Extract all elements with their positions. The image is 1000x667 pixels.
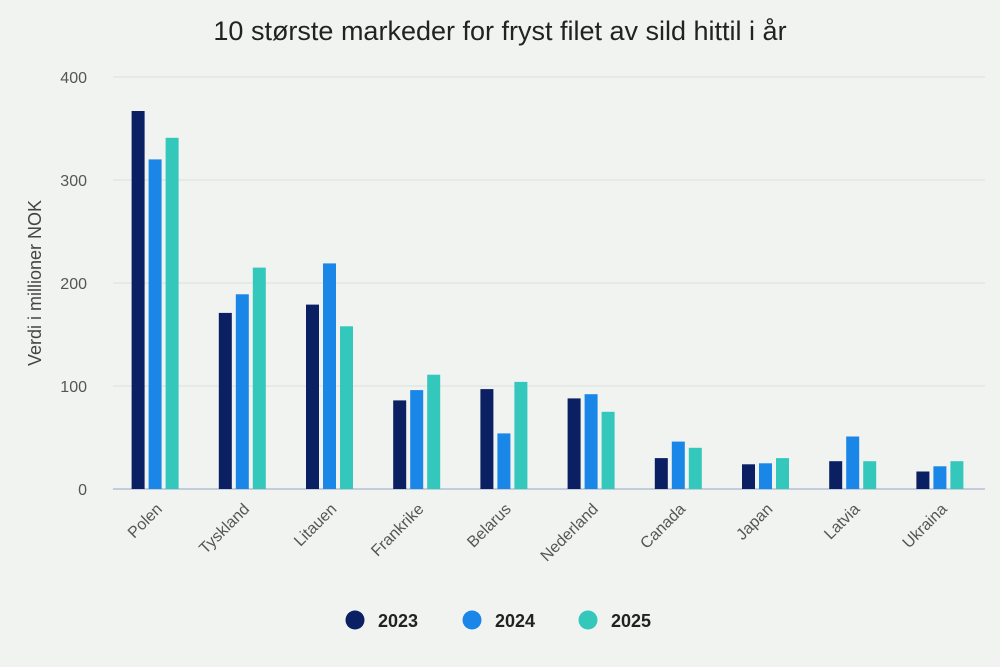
x-tick-label: Frankrike	[368, 501, 427, 560]
x-axis-ticks: Polen Tyskland Litauen Frankrike Belarus Nede…	[125, 501, 951, 565]
bar-polen-2025[interactable]	[165, 137, 179, 490]
bar-belarus-2025[interactable]	[514, 381, 528, 489]
bar-nederland-2025[interactable]	[601, 411, 615, 490]
bar-polen-2023[interactable]	[131, 111, 145, 489]
x-tick-label: Tyskland	[196, 501, 253, 558]
legend-item-2024[interactable]: 2024	[462, 610, 536, 632]
bar-frankrike-2024[interactable]	[410, 390, 424, 489]
bar-latvia-2023[interactable]	[829, 461, 843, 489]
bar-tyskland-2025[interactable]	[252, 267, 266, 489]
bar-polen-2024[interactable]	[148, 159, 162, 489]
bar-frankrike-2023[interactable]	[393, 400, 407, 489]
y-tick-label: 0	[78, 482, 87, 499]
x-tick-label: Japan	[733, 501, 776, 544]
bar-ukraina-2024[interactable]	[933, 466, 947, 489]
bar-japan-2025[interactable]	[776, 458, 789, 489]
bar-latvia-2024[interactable]	[846, 436, 860, 490]
legend-label: 2024	[495, 611, 535, 631]
x-tick-label: Ukraina	[900, 501, 951, 552]
y-axis-label: Verdi i millioner NOK	[25, 200, 45, 366]
bar-ukraina-2023[interactable]	[916, 471, 930, 490]
legend-item-2023[interactable]: 2023	[345, 610, 419, 632]
legend-label: 2025	[611, 611, 651, 631]
bar-litauen-2025[interactable]	[340, 326, 353, 489]
bar-canada-2025[interactable]	[688, 447, 702, 489]
bar-japan-2024[interactable]	[759, 463, 772, 490]
bar-nederland-2023[interactable]	[567, 398, 581, 489]
bar-latvia-2025[interactable]	[863, 461, 877, 489]
legend-marker	[462, 610, 482, 630]
bar-nederland-2024[interactable]	[584, 394, 598, 489]
x-tick-label: Polen	[125, 501, 166, 542]
bar-canada-2023[interactable]	[654, 458, 668, 489]
y-tick-label: 200	[60, 276, 87, 293]
legend-marker	[345, 610, 365, 630]
bars	[131, 111, 964, 490]
y-tick-label: 400	[60, 70, 87, 87]
legend-marker	[578, 610, 598, 630]
x-tick-label: Latvia	[821, 501, 863, 543]
y-tick-label: 300	[60, 173, 87, 190]
x-tick-label: Litauen	[291, 501, 340, 550]
bar-tyskland-2023[interactable]	[218, 312, 232, 489]
x-tick-label: Canada	[637, 501, 689, 553]
bar-japan-2023[interactable]	[742, 464, 755, 489]
bar-litauen-2024[interactable]	[323, 263, 336, 489]
y-tick-label: 100	[60, 379, 87, 396]
legend[interactable]: 2023 2024 2025	[345, 610, 652, 632]
legend-label: 2023	[378, 611, 418, 631]
bar-frankrike-2025[interactable]	[427, 374, 441, 489]
chart-title: 10 største markeder for fryst filet av s…	[213, 16, 786, 46]
bar-belarus-2023[interactable]	[480, 389, 494, 489]
legend-item-2025[interactable]: 2025	[578, 610, 652, 632]
bar-tyskland-2024[interactable]	[235, 294, 249, 489]
x-tick-label: Nederland	[538, 501, 602, 565]
bar-litauen-2023[interactable]	[306, 304, 319, 489]
bar-ukraina-2025[interactable]	[950, 461, 964, 489]
bar-belarus-2024[interactable]	[497, 433, 511, 489]
x-tick-label: Belarus	[464, 501, 514, 551]
bar-canada-2024[interactable]	[671, 441, 685, 489]
